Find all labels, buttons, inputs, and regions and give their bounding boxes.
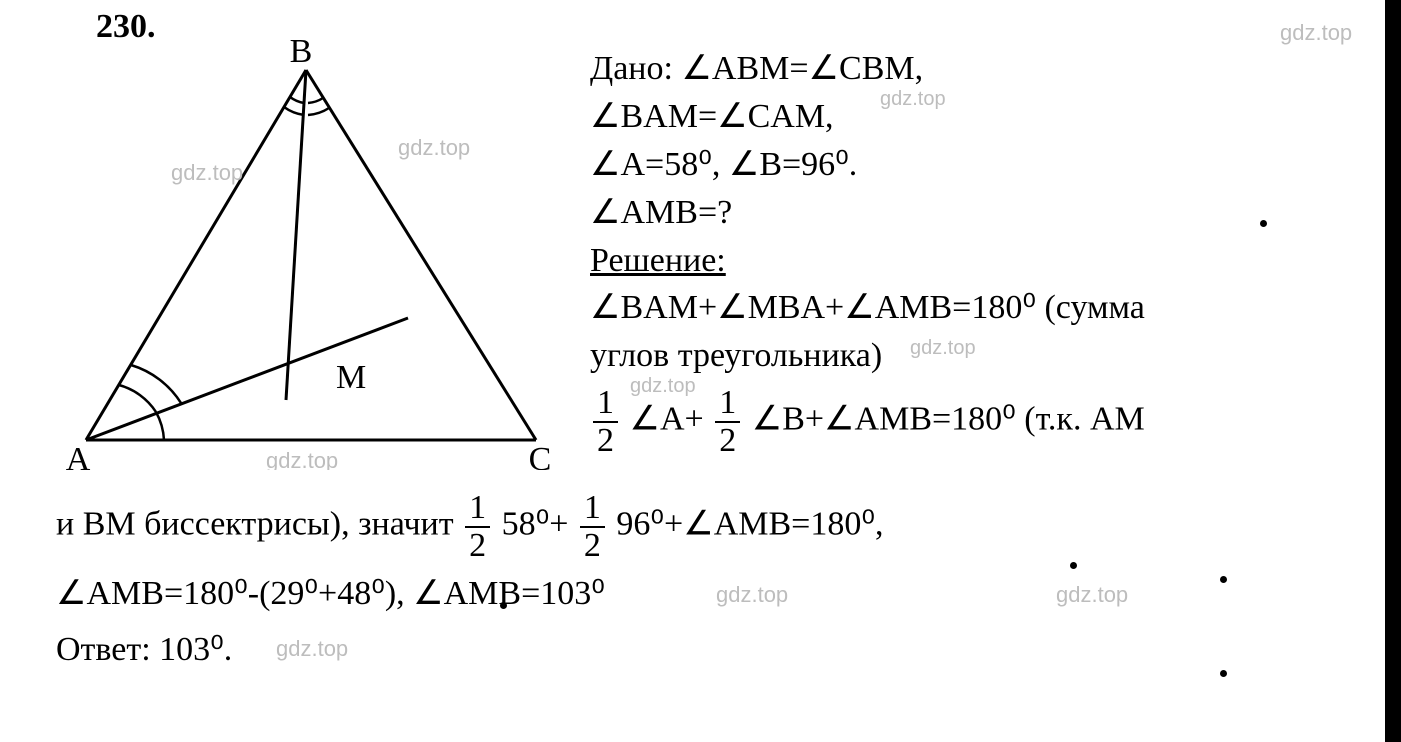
given-abm: ∠ABM=∠CBM, <box>681 50 923 87</box>
angle-mark-B-right-1 <box>308 98 323 103</box>
lower-row2-text: ∠AMB=180⁰-(29⁰+48⁰), ∠AMB=103⁰ <box>56 575 605 612</box>
frac-angleA: ∠A+ <box>630 401 704 438</box>
angle-mark-B-left-2 <box>284 107 304 115</box>
watermark-fig-2: gdz.top <box>398 135 470 160</box>
watermark-l3: gdz.top <box>276 633 348 665</box>
given-bam: ∠BAM=∠CAM, <box>590 98 834 135</box>
given-block: Дано: ∠ABM=∠CBM, ∠BAM=∠CAM, gdz.top ∠A=5… <box>590 46 1381 461</box>
watermark-g2: gdz.top <box>910 335 976 362</box>
right-black-edge <box>1385 0 1401 742</box>
lower-row1-b: 58⁰+ <box>502 505 569 542</box>
half-3-den: 2 <box>465 526 490 564</box>
half-4-num: 1 <box>580 490 605 526</box>
bisector-B <box>286 70 306 400</box>
half-4: 1 2 <box>580 490 605 563</box>
dot-1 <box>1260 220 1267 227</box>
half-2: 1 2 <box>715 385 740 458</box>
angle-mark-B-right-2 <box>308 108 329 115</box>
frac-rest: ∠B+∠AMB=180⁰ (т.к. AM <box>752 401 1145 438</box>
half-2-num: 1 <box>715 385 740 421</box>
label-M: M <box>336 359 366 396</box>
half-1: 1 2 <box>593 385 618 458</box>
watermark-fig-3: gdz.top <box>266 448 338 470</box>
triangle-svg: B A C M gdz.top gdz.top gdz.top <box>56 40 566 470</box>
watermark-l2: gdz.top <box>1056 579 1128 611</box>
lower-row1-a: и BM биссектрисы), значит <box>56 505 462 542</box>
half-1-den: 2 <box>593 421 618 459</box>
solution-line-2: углов треугольника) gdz.top <box>590 333 1381 379</box>
lower-block: и BM биссектрисы), значит 1 2 58⁰+ 1 2 9… <box>56 490 1381 680</box>
answer-row: Ответ: 103⁰. gdz.top <box>56 625 1381 674</box>
half-4-den: 2 <box>580 526 605 564</box>
angle-mark-A-upper <box>119 385 156 412</box>
lower-row1-c: 96⁰+∠AMB=180⁰, <box>616 505 883 542</box>
label-C: C <box>529 441 552 470</box>
solution-frac-line: 1 2 gdz.top ∠A+ 1 2 ∠B+∠AMB=180⁰ (т.к. A… <box>590 385 1381 458</box>
solution-line-1: ∠BAM+∠MBA+∠AMB=180⁰ (сумма <box>590 285 1381 331</box>
page: 230. B A C M <box>0 0 1401 742</box>
given-label: Дано: <box>590 50 673 87</box>
angle-mark-A-upper-2 <box>131 365 181 403</box>
solution-label: Решение: <box>590 242 726 279</box>
lower-row-1: и BM биссектрисы), значит 1 2 58⁰+ 1 2 9… <box>56 490 1381 563</box>
label-A: A <box>66 441 91 470</box>
given-line-2: ∠BAM=∠CAM, gdz.top <box>590 94 1381 140</box>
sol2-text: углов треугольника) <box>590 337 882 374</box>
half-1-num: 1 <box>593 385 618 421</box>
lower-row-2: ∠AMB=180⁰-(29⁰+48⁰), ∠AMB=103⁰ gdz.top g… <box>56 569 1381 618</box>
watermark-top-right: gdz.top <box>1280 20 1352 46</box>
half-3-num: 1 <box>465 490 490 526</box>
label-B: B <box>290 40 313 70</box>
side-AB <box>86 70 306 440</box>
half-3: 1 2 <box>465 490 490 563</box>
angle-mark-B-left-1 <box>290 97 304 103</box>
solution-label-line: Решение: <box>590 238 1381 284</box>
watermark-fig-1: gdz.top <box>171 160 243 185</box>
triangle-figure: B A C M gdz.top gdz.top gdz.top <box>56 40 566 470</box>
half-2-den: 2 <box>715 421 740 459</box>
given-line-1: Дано: ∠ABM=∠CBM, <box>590 46 1381 92</box>
watermark-l1: gdz.top <box>716 579 788 611</box>
answer-text: Ответ: 103⁰. <box>56 631 232 668</box>
given-line-3: ∠A=58⁰, ∠B=96⁰. <box>590 142 1381 188</box>
given-line-4: ∠AMB=? <box>590 190 1381 236</box>
angle-mark-A-lower <box>156 412 164 440</box>
